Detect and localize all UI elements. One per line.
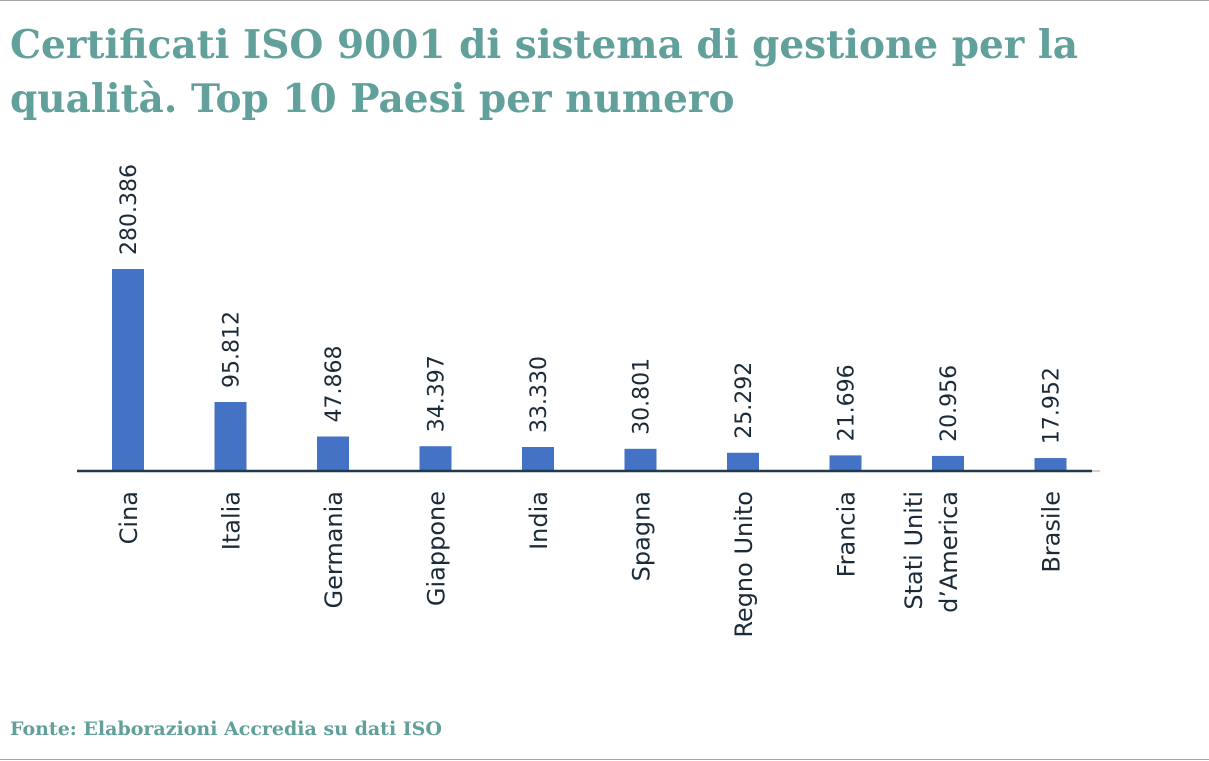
bottom-border	[0, 759, 1209, 760]
value-label-5: 30.801	[630, 358, 655, 435]
value-label-4: 33.330	[527, 356, 552, 433]
bars-group	[112, 269, 1067, 471]
category-label-9-line-0: Brasile	[1038, 491, 1066, 573]
chart-title: Certificati ISO 9001 di sistema di gesti…	[10, 22, 1079, 122]
category-label-7: Francia	[833, 491, 861, 577]
bar-4	[522, 446, 554, 471]
bar-6	[727, 452, 759, 471]
value-label-3: 34.397	[425, 355, 450, 432]
bar-3	[419, 446, 452, 471]
category-label-4: India	[525, 491, 553, 550]
value-label-2: 47.868	[322, 346, 347, 423]
category-label-5-line-0: Spagna	[628, 491, 656, 581]
category-label-4-line-0: India	[525, 491, 553, 550]
category-label-9: Brasile	[1038, 491, 1066, 573]
category-label-1: Italia	[218, 491, 246, 550]
bar-8	[932, 455, 964, 471]
category-label-7-line-0: Francia	[833, 491, 861, 577]
top-border	[0, 0, 1209, 1]
category-label-6-line-0: Regno Unito	[730, 491, 758, 638]
category-label-2: Germania	[320, 491, 348, 608]
category-label-3-line-0: Giappone	[423, 491, 451, 606]
category-label-8-line-1: d’America	[935, 491, 963, 613]
category-label-0: Cina	[115, 491, 143, 544]
bar-0	[112, 269, 144, 471]
bar-9	[1034, 458, 1067, 471]
source-note: Fonte: Elaborazioni Accredia su dati ISO	[10, 718, 442, 740]
value-label-1: 95.812	[220, 311, 245, 388]
category-label-2-line-0: Germania	[320, 491, 348, 608]
value-label-7: 21.696	[835, 364, 860, 441]
value-label-0: 280.386	[117, 164, 142, 255]
category-label-1-line-0: Italia	[218, 491, 246, 550]
value-label-6: 25.292	[732, 362, 757, 439]
category-label-5: Spagna	[628, 491, 656, 581]
value-label-9: 17.952	[1040, 367, 1065, 444]
bar-5	[624, 448, 657, 471]
bar-1	[214, 401, 247, 471]
category-label-8-line-0: Stati Uniti	[900, 491, 928, 610]
category-label-3: Giappone	[423, 491, 451, 606]
bar-7	[829, 455, 862, 471]
labels-group: 280.386 Cina 95.812 Italia 47.868 Germania 34.…	[115, 164, 1100, 638]
category-label-8: Stati Uniti d’America	[900, 491, 963, 613]
value-label-8: 20.956	[937, 365, 962, 442]
category-label-0-line-0: Cina	[115, 491, 143, 544]
bar-2	[317, 436, 349, 471]
category-label-6: Regno Unito	[730, 491, 758, 638]
